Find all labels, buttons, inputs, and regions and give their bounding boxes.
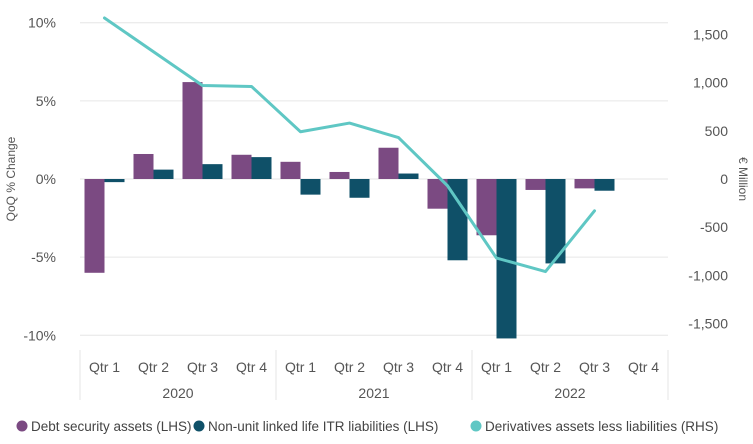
bar-non-unit-linked [153, 169, 174, 179]
bar-debt-security [525, 179, 546, 190]
y2-tick-label: -500 [700, 219, 728, 235]
x-tick-label: Qtr 3 [579, 359, 610, 375]
y-axis-title: QoQ % Change [4, 136, 18, 221]
bar-debt-security [476, 179, 497, 236]
bars [84, 82, 615, 339]
bar-non-unit-linked [251, 157, 272, 179]
bar-non-unit-linked [545, 179, 566, 264]
y-tick-label: 5% [36, 93, 56, 109]
y2-tick-label: 1,000 [693, 75, 728, 91]
bar-debt-security [378, 147, 399, 179]
y-tick-label: -10% [23, 327, 56, 343]
y2-axis-title: € Million [736, 157, 750, 201]
line-series [103, 16, 596, 274]
x-tick-label: Qtr 4 [236, 359, 267, 375]
x-tick-label: Qtr 4 [432, 359, 463, 375]
bar-debt-security [427, 179, 448, 209]
y2-tick-label: 1,500 [693, 26, 728, 42]
y-tick-label: 0% [36, 171, 56, 187]
x-tick-label: Qtr 2 [530, 359, 561, 375]
line-derivatives [103, 16, 596, 274]
bar-non-unit-linked [300, 179, 321, 195]
legend-marker [16, 420, 28, 432]
x-group-label: 2022 [554, 385, 585, 401]
x-tick-label: Qtr 4 [628, 359, 659, 375]
x-axis: Qtr 1 Qtr 2 Qtr 3 Qtr 4 Qtr 1 Qtr 2 Qtr 3 Qtr 4… [79, 350, 669, 401]
x-tick-label: Qtr 1 [481, 359, 512, 375]
gridlines [80, 22, 668, 336]
x-tick-label: Qtr 1 [89, 359, 120, 375]
y2-tick-label: -1,500 [688, 316, 728, 332]
x-tick-label: Qtr 2 [138, 359, 169, 375]
bar-debt-security [133, 153, 154, 179]
legend-label: Non-unit linked life ITR liabilities (LH… [208, 419, 438, 434]
legend-marker [193, 420, 205, 432]
bar-non-unit-linked [594, 179, 615, 191]
bar-debt-security [84, 179, 105, 273]
bar-debt-security [182, 82, 203, 179]
bar-non-unit-linked [104, 179, 125, 183]
y-tick-label: -5% [31, 249, 56, 265]
legend-marker [470, 420, 482, 432]
x-tick-label: Qtr 3 [187, 359, 218, 375]
legend-label: Derivatives assets less liabilities (RHS… [485, 419, 718, 434]
x-group-label: 2020 [162, 385, 193, 401]
bar-debt-security [280, 161, 301, 179]
x-tick-label: Qtr 1 [285, 359, 316, 375]
bar-non-unit-linked [349, 179, 370, 198]
bar-debt-security [329, 171, 350, 179]
y2-tick-label: 0 [720, 171, 728, 187]
x-group-label: 2021 [358, 385, 389, 401]
legend: Debt security assets (LHS) Non-unit linke… [16, 419, 718, 434]
y-axis-right: 1,500 1,000 500 0 -500 -1,000 -1,500 [688, 26, 728, 331]
bar-debt-security [231, 154, 252, 179]
bar-non-unit-linked [496, 179, 517, 339]
bar-non-unit-linked [447, 179, 468, 261]
y-tick-label: 10% [28, 15, 56, 31]
y2-tick-label: 500 [705, 123, 729, 139]
bar-non-unit-linked [202, 164, 223, 179]
y2-tick-label: -1,000 [688, 267, 728, 283]
x-tick-label: Qtr 2 [334, 359, 365, 375]
legend-label: Debt security assets (LHS) [31, 419, 192, 434]
bar-debt-security [574, 179, 595, 189]
bar-non-unit-linked [398, 173, 419, 179]
x-tick-label: Qtr 3 [383, 359, 414, 375]
y-axis-left: 10% 5% 0% -5% -10% [23, 15, 56, 344]
